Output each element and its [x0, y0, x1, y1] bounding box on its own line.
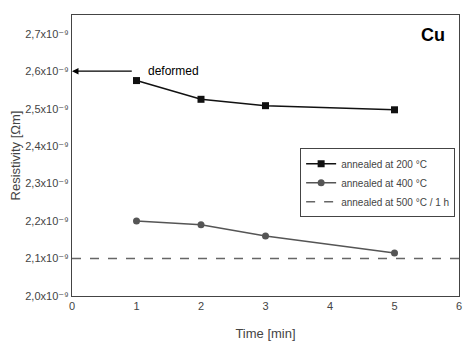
svg-text:2,2x10⁻⁹: 2,2x10⁻⁹ — [25, 215, 69, 227]
svg-text:3: 3 — [262, 300, 268, 312]
svg-text:annealed at 200 °C: annealed at 200 °C — [341, 159, 427, 170]
svg-text:2,6x10⁻⁹: 2,6x10⁻⁹ — [25, 65, 69, 77]
svg-text:2,0x10⁻⁹: 2,0x10⁻⁹ — [25, 290, 69, 302]
svg-text:2,1x10⁻⁹: 2,1x10⁻⁹ — [25, 252, 69, 264]
svg-text:2,4x10⁻⁹: 2,4x10⁻⁹ — [25, 140, 69, 152]
svg-text:Cu: Cu — [421, 25, 445, 45]
svg-text:annealed at 400 °C: annealed at 400 °C — [341, 178, 427, 189]
svg-text:2,7x10⁻⁹: 2,7x10⁻⁹ — [25, 28, 69, 40]
svg-text:0: 0 — [69, 300, 75, 312]
svg-text:2,3x10⁻⁹: 2,3x10⁻⁹ — [25, 177, 69, 189]
svg-text:1: 1 — [133, 300, 139, 312]
svg-text:2,5x10⁻⁹: 2,5x10⁻⁹ — [25, 103, 69, 115]
svg-text:Resistivity [Ωm]: Resistivity [Ωm] — [8, 111, 23, 201]
svg-text:annealed at 500 °C / 1 h: annealed at 500 °C / 1 h — [341, 197, 449, 208]
svg-text:2: 2 — [198, 300, 204, 312]
svg-text:5: 5 — [391, 300, 397, 312]
svg-text:6: 6 — [456, 300, 462, 312]
svg-text:Time [min]: Time [min] — [235, 326, 295, 341]
svg-text:4: 4 — [327, 300, 333, 312]
svg-text:deformed: deformed — [148, 64, 199, 78]
